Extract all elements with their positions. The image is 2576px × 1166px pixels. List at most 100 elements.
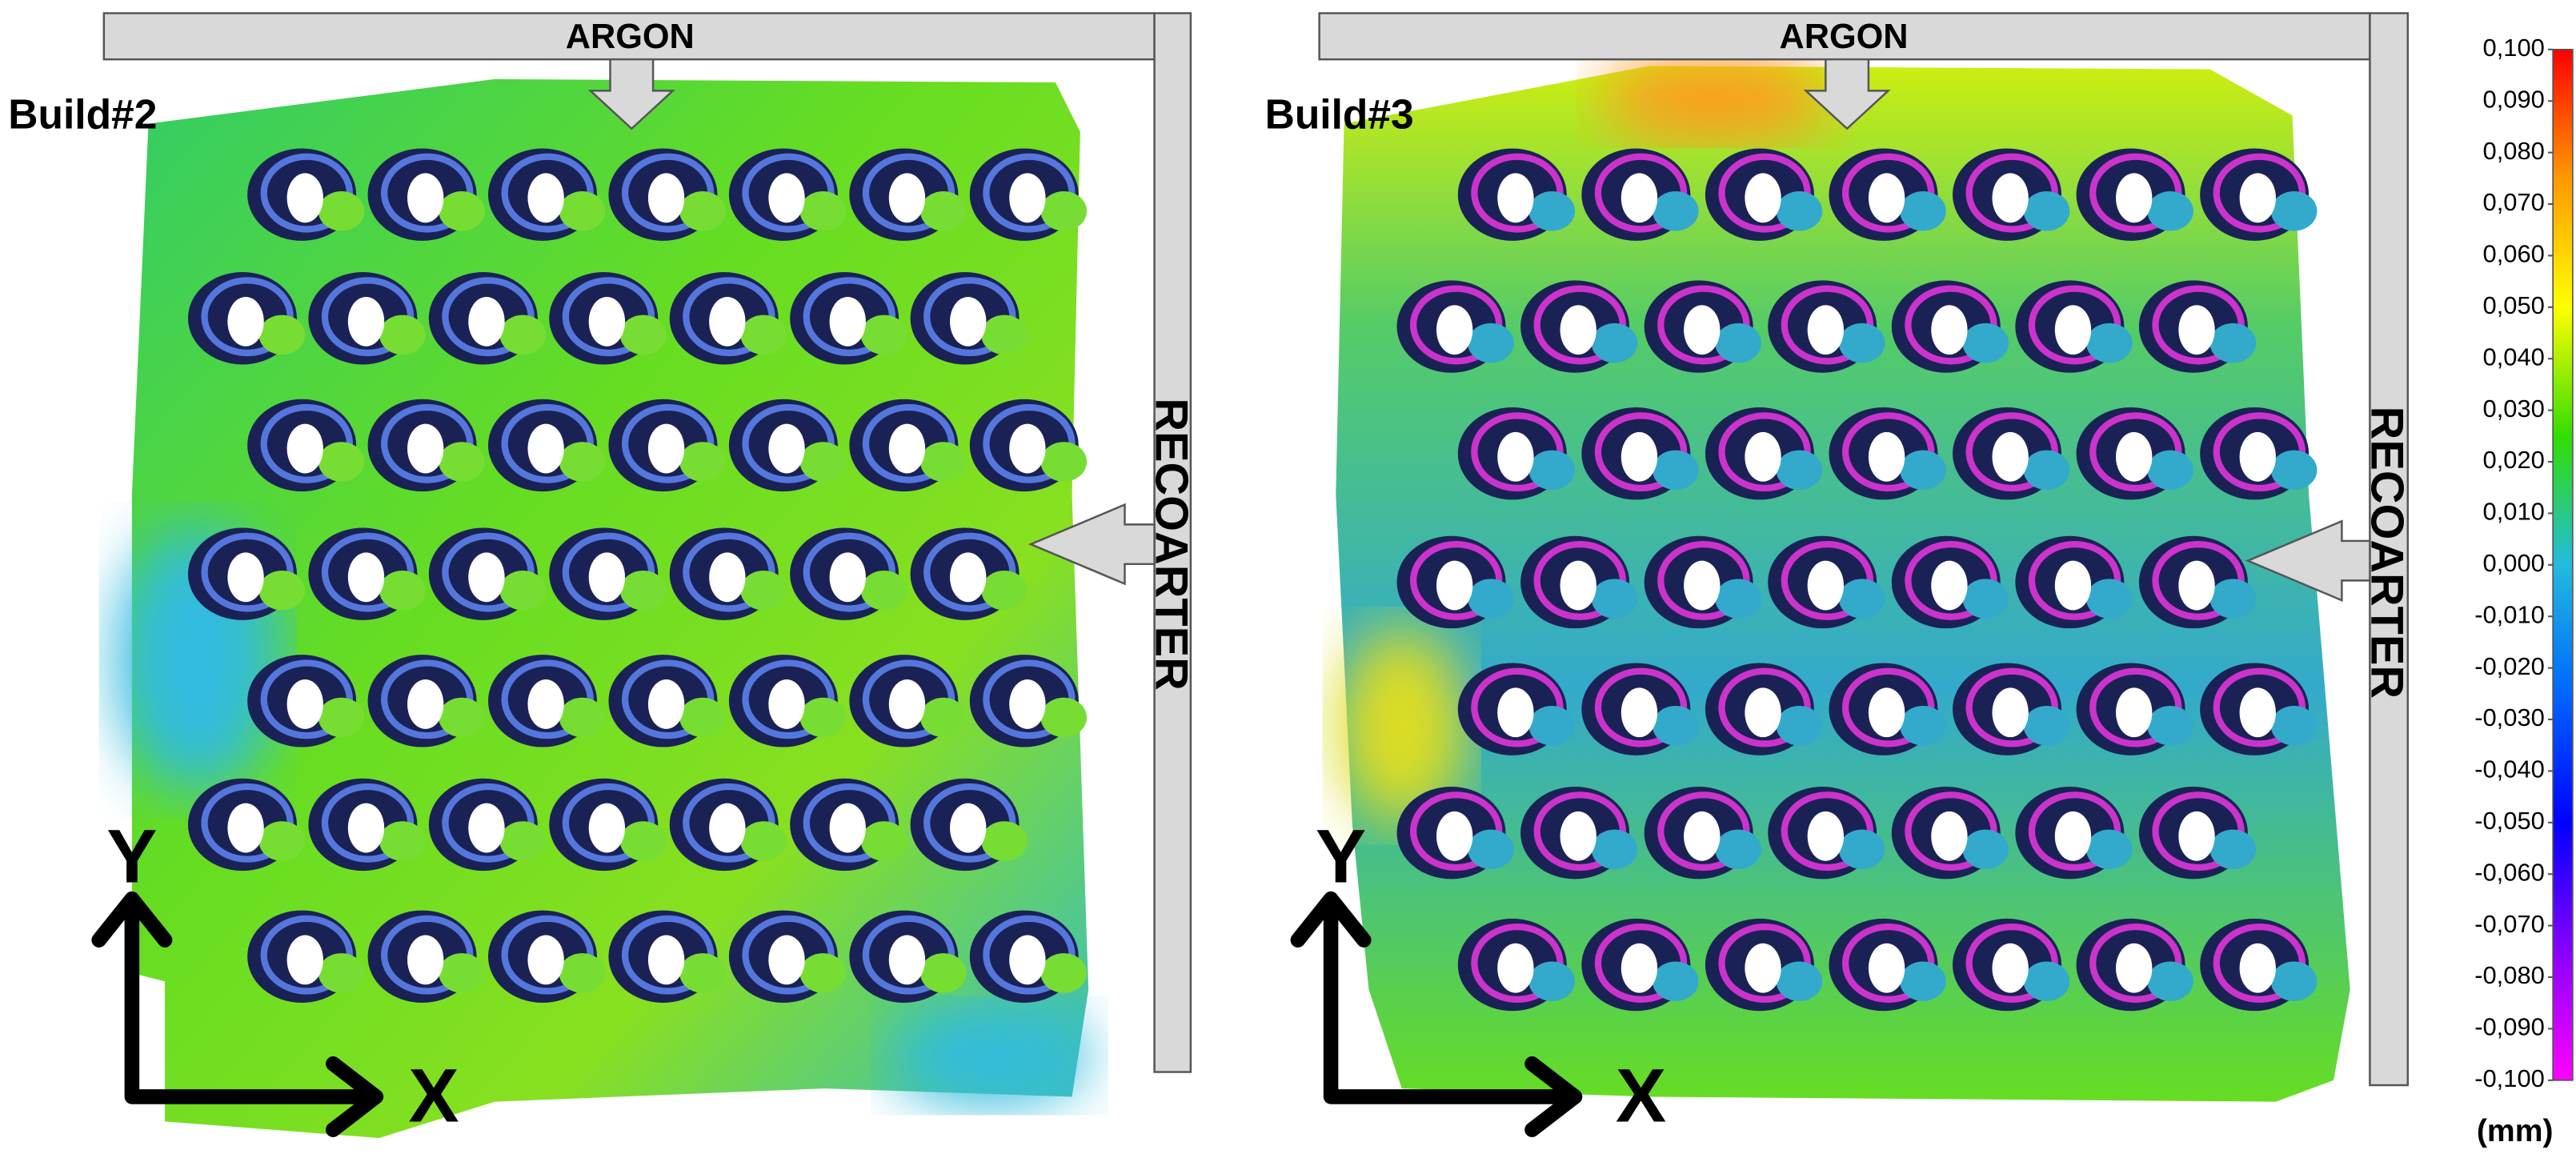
recoater-arrow bbox=[1028, 503, 1156, 586]
specimen-notch bbox=[1528, 706, 1576, 746]
specimen-notch bbox=[1776, 450, 1823, 491]
specimen bbox=[1581, 407, 1699, 500]
recoater-bar bbox=[2369, 12, 2410, 1087]
specimen-notch bbox=[379, 571, 426, 611]
specimen-core bbox=[1868, 943, 1905, 993]
specimen bbox=[1581, 918, 1699, 1012]
specimen-notch bbox=[2023, 191, 2070, 231]
specimen-notch bbox=[740, 571, 787, 611]
specimen-core bbox=[888, 173, 926, 223]
colorbar-tick-label: -0,070 bbox=[2474, 910, 2545, 938]
specimen-notch bbox=[919, 442, 967, 482]
specimen-core bbox=[2239, 173, 2276, 223]
specimen-notch bbox=[1838, 323, 1885, 363]
specimen-core bbox=[227, 296, 264, 347]
recoater-arrow bbox=[2245, 519, 2371, 603]
specimen-notch bbox=[619, 821, 667, 861]
specimen-core bbox=[286, 423, 323, 474]
specimen-core bbox=[347, 552, 385, 603]
specimen bbox=[849, 910, 967, 1003]
specimen-core bbox=[2239, 431, 2276, 482]
specimen-core bbox=[950, 552, 987, 603]
specimen-core bbox=[829, 552, 866, 603]
specimen-core bbox=[709, 296, 746, 347]
specimen bbox=[1953, 407, 2070, 500]
specimen-core bbox=[768, 935, 805, 985]
colorbar-unit: (mm) bbox=[2477, 1114, 2554, 1148]
colorbar-tick-label: 0,020 bbox=[2483, 446, 2545, 474]
specimen-notch bbox=[1776, 961, 1823, 1001]
specimen bbox=[608, 655, 726, 747]
specimen bbox=[849, 399, 967, 492]
specimen-notch bbox=[1776, 706, 1823, 746]
specimen-notch bbox=[1900, 706, 1946, 746]
specimen-notch bbox=[1715, 579, 1761, 619]
specimen-core bbox=[1745, 943, 1781, 993]
specimen-core bbox=[768, 173, 805, 223]
specimen bbox=[428, 778, 547, 871]
specimen bbox=[428, 272, 547, 365]
argon-label: ARGON bbox=[1779, 18, 1908, 56]
colorbar-tick-label: -0,020 bbox=[2474, 652, 2545, 680]
specimen-core bbox=[1009, 173, 1046, 223]
specimen-notch bbox=[559, 697, 606, 738]
specimen-notch bbox=[799, 953, 847, 993]
specimen-notch bbox=[318, 442, 365, 482]
specimen bbox=[2076, 663, 2193, 755]
specimen bbox=[1953, 663, 2070, 755]
specimen-notch bbox=[2085, 829, 2133, 870]
map-patch bbox=[1336, 627, 1468, 825]
x-axis-label: X bbox=[1616, 1053, 1666, 1138]
colorbar-tick-label: 0,050 bbox=[2483, 291, 2545, 319]
specimens bbox=[187, 148, 2318, 1012]
specimen bbox=[849, 655, 967, 747]
specimen-notch bbox=[258, 571, 306, 611]
argon-bar bbox=[102, 12, 1156, 61]
specimen-notch bbox=[2209, 579, 2257, 619]
axes-arrows bbox=[1290, 891, 1583, 1137]
specimen-notch bbox=[439, 191, 485, 231]
specimen-notch bbox=[2147, 191, 2193, 231]
specimen-core bbox=[1497, 943, 1534, 993]
specimen bbox=[1581, 663, 1699, 755]
specimen-notch bbox=[1652, 961, 1699, 1001]
specimen bbox=[1768, 787, 1885, 880]
specimen-core bbox=[2239, 687, 2276, 738]
y-axis-label: Y bbox=[106, 815, 157, 900]
specimen-core bbox=[1497, 431, 1534, 482]
specimen bbox=[549, 527, 667, 620]
argon-arrow bbox=[587, 58, 675, 130]
specimen bbox=[728, 910, 847, 1003]
specimen bbox=[428, 527, 547, 620]
specimen-core bbox=[227, 803, 264, 853]
specimen-core bbox=[1931, 305, 1968, 355]
specimen-core bbox=[588, 803, 626, 853]
specimen-notch bbox=[679, 953, 726, 993]
specimen bbox=[1457, 407, 1576, 500]
colorbar-tick-label: 0,010 bbox=[2483, 498, 2545, 526]
specimen-notch bbox=[1715, 829, 1761, 870]
specimen-notch bbox=[2209, 829, 2257, 870]
specimen bbox=[187, 272, 306, 365]
specimen-core bbox=[1621, 687, 1658, 738]
specimen-notch bbox=[919, 191, 967, 231]
specimen-core bbox=[2116, 173, 2153, 223]
specimen-notch bbox=[860, 821, 907, 861]
colorbar-tick-label: -0,050 bbox=[2474, 807, 2545, 835]
colorbar-tick-label: -0,010 bbox=[2474, 600, 2545, 628]
specimen-notch bbox=[318, 191, 365, 231]
specimen-notch bbox=[1652, 450, 1699, 491]
specimen-notch bbox=[919, 697, 967, 738]
recoater-label: RECOARTER bbox=[1146, 398, 1197, 690]
specimen-core bbox=[709, 552, 746, 603]
specimen bbox=[247, 399, 365, 492]
specimen-notch bbox=[1468, 579, 1514, 619]
specimen bbox=[2138, 787, 2257, 880]
specimen-notch bbox=[1715, 323, 1761, 363]
specimen bbox=[488, 655, 606, 747]
specimen-core bbox=[1868, 431, 1905, 482]
specimen bbox=[1705, 407, 1823, 500]
specimen-core bbox=[2178, 560, 2215, 611]
specimen-notch bbox=[318, 697, 365, 738]
specimen-notch bbox=[2270, 706, 2318, 746]
